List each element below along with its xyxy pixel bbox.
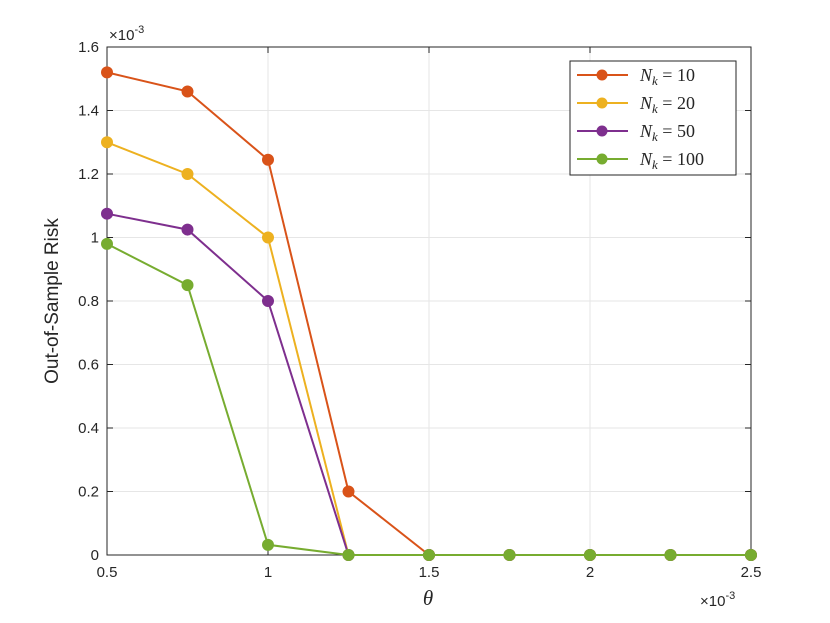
legend-label: Nk = 10 (639, 65, 695, 88)
data-point (664, 549, 677, 561)
data-point (181, 279, 194, 292)
x-tick-label: 2.5 (741, 564, 762, 581)
data-point (181, 223, 194, 236)
data-point (745, 549, 757, 561)
y-tick-label: 1.6 (78, 39, 99, 56)
y-axis-exponent: ×10-3 (109, 24, 144, 44)
x-axis-label: θ (423, 586, 433, 610)
data-point (503, 549, 516, 561)
legend-label: Nk = 100 (639, 149, 704, 172)
y-tick-label: 1.4 (78, 103, 99, 120)
data-point (262, 295, 274, 307)
legend: Nk = 10 Nk = 20 Nk = 50 Nk = 100 (569, 60, 737, 176)
legend-entry: Nk = 20 (577, 93, 695, 116)
data-point (101, 66, 113, 79)
y-tick-label: 0.6 (78, 357, 99, 374)
legend-entry: Nk = 50 (577, 121, 695, 144)
legend-label: Nk = 20 (639, 93, 695, 116)
data-point (342, 549, 355, 561)
y-tick-label: 0.2 (78, 484, 99, 501)
y-tick-label: 1 (91, 230, 99, 247)
data-point (423, 549, 435, 561)
y-tick-label: 1.2 (78, 166, 99, 183)
legend-entry: Nk = 100 (577, 149, 704, 172)
data-point (181, 168, 194, 180)
data-point (262, 231, 274, 244)
legend-marker (596, 153, 608, 165)
data-point (342, 485, 355, 498)
data-point (262, 538, 274, 551)
x-axis-exponent: ×10-3 (700, 590, 735, 610)
legend-marker (596, 69, 608, 81)
y-axis-label: Out-of-Sample Risk (42, 218, 63, 384)
legend-marker (596, 97, 608, 109)
x-tick-label: 0.5 (97, 564, 118, 581)
legend-marker (596, 125, 608, 137)
data-point (101, 237, 113, 250)
legend-entry: Nk = 10 (577, 65, 695, 88)
series-3 (101, 237, 757, 561)
y-tick-label: 0 (91, 547, 99, 564)
x-tick-label: 2 (586, 564, 594, 581)
x-axis-ticks: 0.5 1 1.5 2 2.5 (97, 47, 762, 581)
legend-label: Nk = 50 (639, 121, 695, 144)
data-point (101, 136, 113, 149)
y-tick-label: 0.8 (78, 293, 99, 310)
x-tick-label: 1 (264, 564, 272, 581)
y-tick-label: 0.4 (78, 420, 99, 437)
data-point (262, 153, 274, 166)
data-point (181, 85, 194, 98)
series-group (101, 66, 757, 561)
x-tick-label: 1.5 (419, 564, 440, 581)
data-point (584, 549, 596, 561)
data-point (101, 207, 113, 220)
grid-lines (107, 47, 751, 555)
